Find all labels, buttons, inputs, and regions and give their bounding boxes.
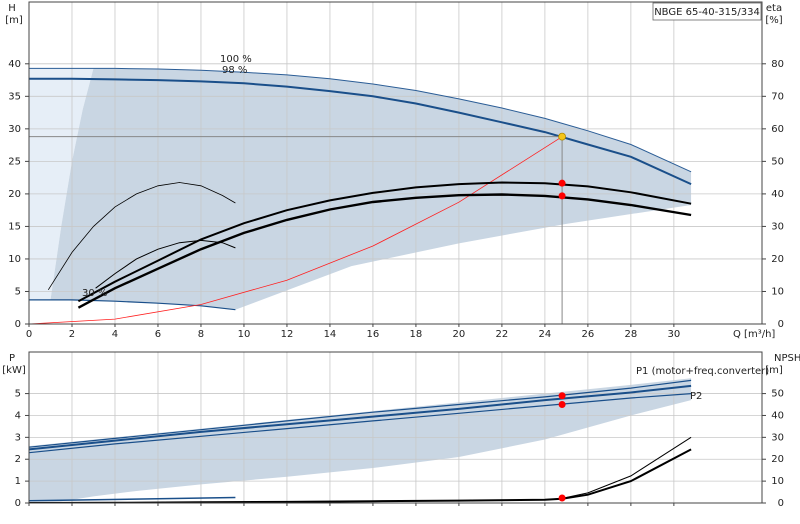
y2-tick-label: 10	[771, 286, 784, 297]
curve-label: 98 %	[222, 65, 247, 76]
x-tick-label: 24	[539, 329, 552, 340]
y-tick-label: 4	[15, 410, 21, 421]
curve	[47, 182, 236, 291]
y-tick-label: 5	[15, 286, 21, 297]
y2-tick-label: 20	[771, 454, 784, 465]
y2-tick-label: 20	[771, 254, 784, 265]
curve-label: 100 %	[220, 54, 252, 65]
x-tick-label: 14	[324, 329, 337, 340]
duty-point	[558, 132, 566, 141]
y2-tick-label: 30	[771, 221, 784, 232]
curve	[29, 379, 692, 448]
y-axis-unit: [m]	[5, 15, 23, 26]
curve	[95, 239, 236, 289]
curve	[29, 496, 236, 502]
series-group	[29, 67, 692, 324]
duty-point	[558, 392, 566, 400]
curve	[29, 393, 692, 454]
x-tick-label: 28	[625, 329, 638, 340]
title-box	[652, 2, 762, 21]
y-tick-label: 5	[15, 389, 21, 400]
y2-tick-label: 40	[771, 410, 784, 421]
duty-point	[558, 179, 566, 187]
series-group	[29, 379, 692, 503]
curve	[29, 67, 692, 173]
plot-area	[29, 378, 692, 502]
y2-tick-label: 50	[771, 156, 784, 167]
y-tick-label: 40	[8, 59, 21, 70]
curve	[77, 193, 692, 309]
y2-tick-label: 70	[771, 91, 784, 102]
y2-axis-unit: [m]	[765, 365, 783, 376]
x-tick-label: 10	[238, 329, 251, 340]
y2-tick-label: 10	[771, 476, 784, 487]
y2-axis-title: eta	[766, 3, 782, 14]
y-tick-label: 35	[8, 91, 21, 102]
curve-label: P1 (motor+freq.converter)	[636, 366, 769, 377]
y-tick-label: 30	[8, 124, 21, 135]
x-tick-label: 0	[26, 329, 32, 340]
x-tick-label: 12	[281, 329, 294, 340]
operating-area	[29, 68, 94, 300]
x-tick-label: 30	[668, 329, 681, 340]
x-tick-label: 18	[410, 329, 423, 340]
y2-tick-label: 40	[771, 189, 784, 200]
y-tick-label: 10	[8, 254, 21, 265]
y2-tick-label: 30	[771, 432, 784, 443]
curve	[29, 384, 692, 451]
duty-point	[558, 192, 566, 200]
x-tick-label: 22	[496, 329, 509, 340]
y-axis-title: P	[9, 353, 15, 364]
y-tick-label: 0	[15, 498, 21, 509]
y-tick-label: 3	[15, 432, 21, 443]
y-tick-label: 15	[8, 221, 21, 232]
curve-label: P2	[690, 391, 702, 402]
y2-axis-title: NPSH	[774, 353, 800, 364]
curve	[77, 181, 692, 303]
x-axis-title: Q [m³/h]	[733, 329, 775, 340]
y2-tick-label: 60	[771, 124, 784, 135]
x-tick-label: 2	[69, 329, 75, 340]
y2-tick-label: 0	[778, 319, 784, 330]
x-tick-label: 26	[582, 329, 595, 340]
y2-tick-label: 80	[771, 59, 784, 70]
y2-tick-label: 50	[771, 389, 784, 400]
y2-tick-label: 0	[778, 498, 784, 509]
curve	[29, 136, 563, 324]
y-axis-unit: [kW]	[2, 365, 26, 376]
x-tick-label: 6	[155, 329, 161, 340]
curve	[29, 77, 692, 186]
y-tick-label: 0	[15, 319, 21, 330]
x-tick-label: 8	[198, 329, 204, 340]
duty-point	[558, 401, 566, 409]
y-tick-label: 1	[15, 476, 21, 487]
operating-area	[29, 378, 692, 502]
x-tick-label: 20	[453, 329, 466, 340]
plot-frame	[28, 351, 763, 504]
curve-label: 30 %	[82, 288, 107, 299]
plot-frame	[28, 1, 763, 325]
y-tick-label: 20	[8, 189, 21, 200]
x-tick-label: 4	[112, 329, 118, 340]
curve	[29, 299, 236, 311]
y-axis-title: H	[8, 3, 16, 14]
y2-axis-unit: [%]	[765, 15, 782, 26]
chart-title: NBGE 65-40-315/334	[654, 7, 760, 18]
x-tick-label: 16	[367, 329, 380, 340]
y-tick-label: 25	[8, 156, 21, 167]
duty-point	[558, 494, 566, 502]
y-tick-label: 2	[15, 454, 21, 465]
curve	[29, 448, 692, 503]
